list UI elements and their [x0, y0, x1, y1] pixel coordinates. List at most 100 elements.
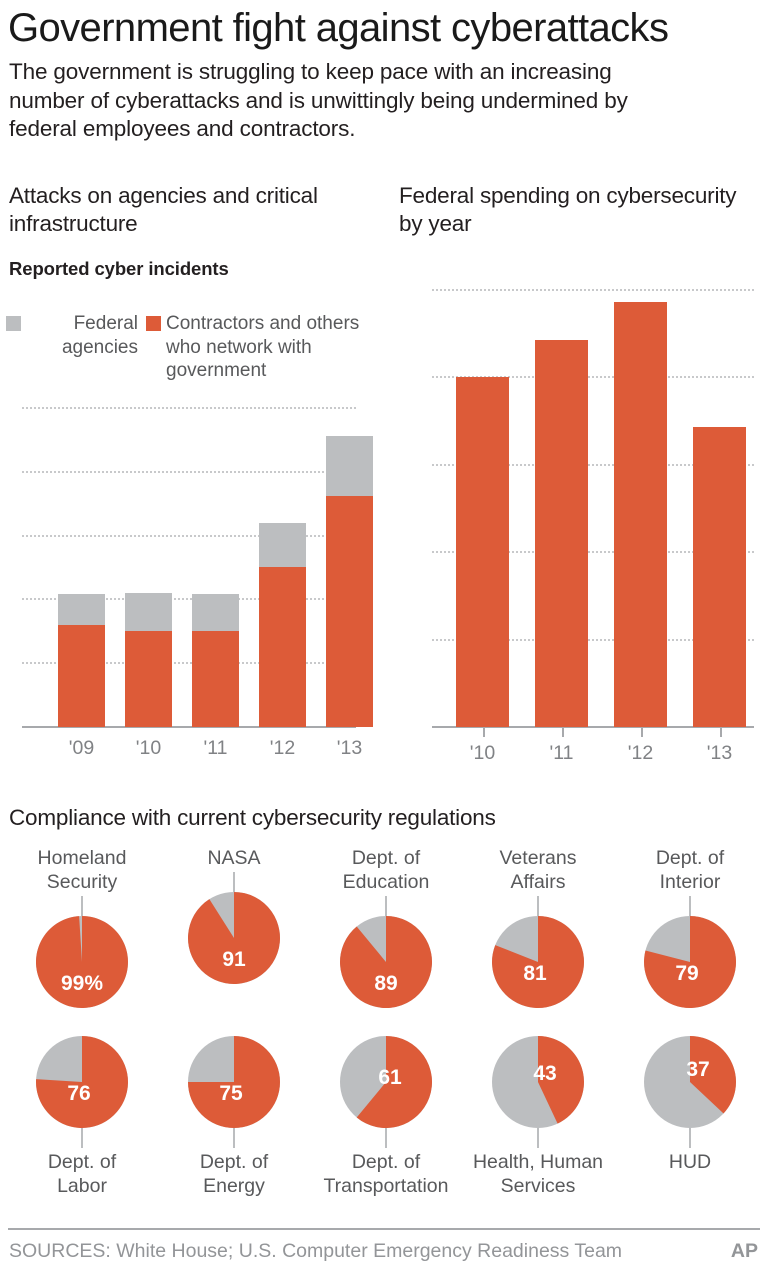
compliance-pie-43: 43 Health, Human Services — [462, 1036, 614, 1198]
compliance-pie-99%: Homeland Security 99% — [6, 846, 158, 1008]
compliance-value: 43 — [533, 1062, 557, 1085]
bar-segment-contractors — [58, 624, 105, 727]
gridline — [432, 289, 754, 291]
bar-segment-contractors — [326, 496, 373, 727]
left-chart-title: Attacks on agencies and critical infrast… — [9, 183, 318, 236]
compliance-pie-61: 61 Dept. of Transportation — [310, 1036, 462, 1198]
gridline — [22, 534, 356, 537]
legend-swatch-orange-icon — [146, 316, 161, 331]
bar-segment-contractors — [259, 567, 306, 727]
pie-chart-icon — [36, 1036, 128, 1128]
gridline — [432, 551, 754, 554]
gridline — [22, 407, 356, 409]
ap-logo: AP — [730, 1240, 758, 1262]
compliance-agency-label: Dept. of Transportation — [323, 1151, 449, 1197]
bar-segment-federal-agencies — [192, 594, 239, 632]
legend-item-federal-agencies: Federal agencies — [6, 312, 141, 359]
pie-chart-icon — [644, 1036, 736, 1128]
compliance-pie-37: 37 HUD — [614, 1036, 766, 1174]
pie-chart-icon — [188, 892, 280, 984]
pie-chart-icon — [340, 916, 432, 1008]
pie-chart-icon — [492, 1036, 584, 1128]
bar — [58, 594, 105, 727]
left-chart-subtitle: Reported cyber incidents — [9, 258, 229, 279]
pie-leader-line — [81, 896, 83, 916]
compliance-agency-label: Homeland Security — [37, 847, 127, 893]
compliance-value: 37 — [686, 1058, 710, 1081]
bar — [326, 436, 373, 727]
bar-segment-federal-agencies — [125, 593, 172, 632]
sources-text: SOURCES: White House; U.S. Computer Emer… — [9, 1240, 623, 1262]
x-axis-tick — [719, 728, 722, 737]
compliance-pie-91: NASA 91 — [158, 846, 310, 984]
compliance-value: 75 — [219, 1082, 243, 1105]
x-axis-label: '13 — [706, 742, 733, 764]
x-axis-label: '13 — [336, 737, 363, 759]
x-axis-label: '12 — [269, 737, 296, 759]
gridline — [22, 470, 356, 473]
x-axis-line — [22, 726, 356, 728]
pie-leader-line — [81, 1128, 83, 1148]
bar-segment-contractors — [192, 631, 239, 727]
pie-chart-icon — [36, 916, 128, 1008]
gridline — [432, 638, 754, 641]
compliance-agency-label: Health, Human Services — [472, 1151, 604, 1197]
x-axis-line — [432, 726, 754, 728]
compliance-section-title: Compliance with current cybersecurity re… — [9, 805, 496, 830]
page-subtitle: The government is struggling to keep pac… — [9, 59, 628, 141]
compliance-agency-label: Dept. of Education — [342, 847, 430, 893]
compliance-agency-label: HUD — [668, 1151, 712, 1173]
bar-segment-federal-agencies — [58, 594, 105, 625]
x-axis-tick — [482, 728, 485, 737]
legend-label-contractors: Contractors and others who network with … — [166, 313, 360, 381]
bar — [259, 522, 306, 727]
compliance-agency-label: Dept. of Interior — [655, 847, 725, 893]
x-axis-label: '12 — [627, 742, 654, 764]
x-axis-label: '09 — [68, 737, 95, 759]
bar-spending — [614, 301, 667, 727]
pie-chart-icon — [644, 916, 736, 1008]
x-axis-label: '11 — [549, 742, 574, 764]
right-chart-title: Federal spending on cybersecurity by yea… — [399, 183, 737, 236]
bar-spending — [456, 377, 509, 727]
bar-segment-contractors — [125, 631, 172, 727]
compliance-agency-label: Dept. of Labor — [47, 1151, 117, 1197]
compliance-pie-81: Veterans Affairs 81 — [462, 846, 614, 1008]
pie-leader-line — [233, 1128, 235, 1148]
compliance-value: 89 — [374, 972, 398, 995]
legend-item-contractors: Contractors and others who network with … — [146, 312, 386, 383]
gridline — [432, 463, 754, 466]
compliance-agency-label: Dept. of Energy — [199, 1151, 269, 1197]
gridline — [22, 598, 356, 601]
compliance-value: 91 — [222, 948, 246, 971]
compliance-pie-76: 76 Dept. of Labor — [6, 1036, 158, 1198]
compliance-value: 76 — [67, 1082, 91, 1105]
pie-chart-icon — [188, 1036, 280, 1128]
pie-leader-line — [385, 896, 387, 916]
compliance-value: 81 — [523, 962, 547, 985]
pie-leader-line — [689, 1128, 691, 1148]
compliance-pie-79: Dept. of Interior 79 — [614, 846, 766, 1008]
bar-spending — [535, 339, 588, 727]
gridline — [22, 662, 356, 665]
pie-leader-line — [233, 872, 235, 892]
x-axis-tick — [561, 728, 564, 737]
footer-divider — [8, 1228, 760, 1230]
x-axis-tick — [640, 728, 643, 737]
x-axis-label: '10 — [135, 737, 162, 759]
bar-segment-federal-agencies — [259, 522, 306, 568]
legend-swatch-gray-icon — [6, 316, 21, 331]
bar-spending — [693, 426, 746, 727]
x-axis-label: '11 — [203, 737, 228, 759]
bar — [125, 593, 172, 727]
left-chart-legend: Federal agencies Contractors and others … — [6, 312, 386, 392]
pie-chart-icon — [492, 916, 584, 1008]
bar — [192, 594, 239, 727]
x-axis-label: '10 — [469, 742, 496, 764]
compliance-agency-label: NASA — [207, 847, 261, 869]
legend-label-federal-agencies: Federal agencies — [61, 313, 138, 358]
page-title: Government fight against cyberattacks — [8, 6, 669, 50]
compliance-pie-75: 75 Dept. of Energy — [158, 1036, 310, 1198]
compliance-agency-label: Veterans Affairs — [499, 847, 577, 893]
